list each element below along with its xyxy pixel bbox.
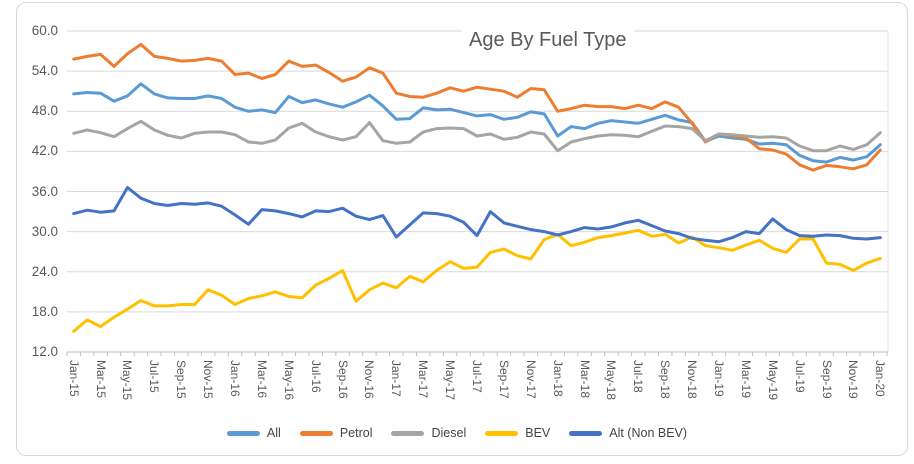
x-axis-label: Mar-17: [416, 360, 431, 399]
chart-area-border: [16, 2, 908, 456]
y-axis-label: 24.0: [31, 263, 58, 279]
y-axis-label: 42.0: [31, 143, 58, 159]
x-axis-label: Nov-16: [362, 360, 377, 399]
y-axis-label: 12.0: [31, 344, 58, 359]
legend-item-alt-non-bev: Alt (Non BEV): [569, 426, 687, 440]
series-line-bev: [72, 228, 882, 333]
x-axis-label: Jul-19: [792, 360, 807, 393]
x-axis-label: Sep-18: [658, 360, 673, 399]
legend-item-petrol: Petrol: [299, 426, 373, 440]
x-axis-label: Jan-17: [389, 360, 404, 397]
x-axis-label: May-17: [443, 360, 458, 401]
x-axis-label: May-19: [765, 360, 780, 401]
x-axis-label: May-16: [281, 360, 296, 401]
x-axis-label: Jan-15: [66, 360, 81, 397]
legend-item-diesel: Diesel: [391, 426, 466, 440]
x-axis-label: Nov-17: [523, 360, 538, 399]
x-axis-label: Jul-17: [470, 360, 484, 393]
legend: All Petrol Diesel BEV Alt (Non BEV): [0, 426, 914, 440]
x-axis-label: Jul-16: [308, 360, 323, 393]
series-line-alt-non-bev: [72, 186, 882, 244]
x-axis-label: Sep-17: [496, 360, 511, 399]
x-axis-label: Jan-20: [873, 360, 888, 397]
x-axis-label: May-15: [120, 360, 135, 401]
x-axis-label: Sep-19: [819, 360, 834, 399]
legend-line-marker: [391, 430, 425, 436]
x-axis-label: Nov-19: [846, 360, 861, 399]
legend-item-bev: BEV: [485, 426, 550, 440]
x-axis-label: Jul-18: [631, 360, 646, 393]
y-axis-label: 48.0: [31, 103, 58, 119]
x-axis-label: May-18: [604, 360, 619, 401]
series-line-petrol: [72, 42, 882, 172]
x-axis-label: Mar-19: [738, 360, 753, 399]
legend-line-marker: [485, 430, 519, 436]
legend-label: Alt (Non BEV): [609, 426, 688, 440]
legend-label: BEV: [525, 426, 551, 440]
y-axis-label: 30.0: [31, 223, 58, 239]
legend-label: Diesel: [431, 426, 467, 440]
legend-label: Petrol: [339, 426, 373, 440]
legend-line-marker: [299, 430, 333, 436]
chart-title: Age By Fuel Type: [462, 29, 634, 52]
x-axis-label: Jan-18: [550, 360, 565, 397]
y-axis-label: 36.0: [31, 183, 58, 199]
x-axis-label: Nov-18: [685, 360, 700, 399]
series-line-diesel: [72, 119, 882, 153]
x-axis-label: Sep-16: [335, 360, 350, 399]
legend-item-all: All: [226, 426, 281, 440]
x-axis-label: Mar-15: [93, 360, 108, 399]
y-axis-label: 54.0: [31, 63, 58, 79]
x-axis-label: Jan-19: [711, 360, 726, 397]
legend-label: All: [266, 426, 281, 440]
y-axis-label: 60.0: [31, 23, 58, 38]
x-axis-label: Jan-16: [228, 360, 243, 397]
x-axis-ticks: [66, 352, 888, 356]
x-axis-label: Nov-15: [201, 360, 216, 399]
series-line-all: [72, 82, 882, 164]
x-axis-label: Mar-16: [254, 360, 269, 399]
x-axis-label: Sep-15: [174, 360, 189, 399]
legend-line-marker: [226, 430, 260, 436]
series-lines: [72, 42, 882, 333]
x-axis-label: Jul-15: [147, 360, 162, 393]
legend-line-marker: [569, 430, 603, 436]
y-axis-label: 18.0: [31, 303, 58, 319]
x-axis-label: Mar-18: [577, 360, 592, 399]
